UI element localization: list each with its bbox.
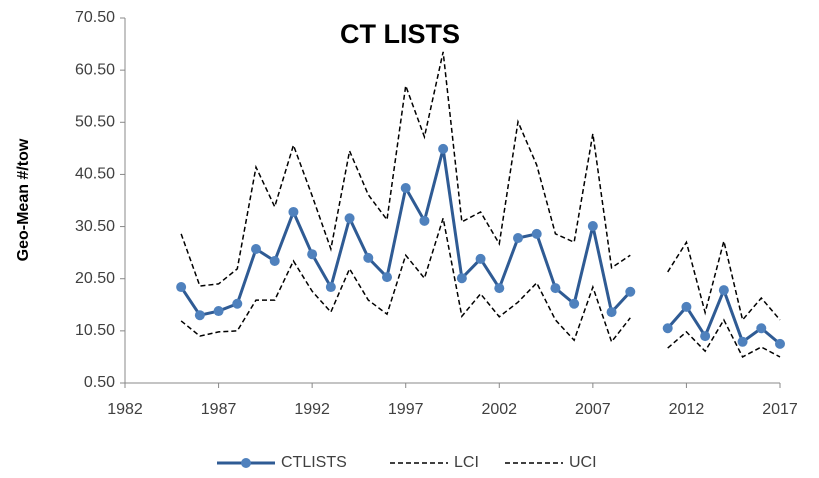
- data-point: [681, 301, 692, 312]
- y-axis-label: Geo-Mean #/tow: [15, 138, 32, 261]
- data-point: [307, 249, 318, 260]
- y-tick-label: 20.50: [75, 270, 115, 287]
- legend-marker: [241, 458, 251, 468]
- legend-label: CTLISTS: [281, 454, 347, 471]
- data-point: [382, 272, 392, 283]
- y-tick-label: 10.50: [75, 322, 115, 339]
- data-point: [550, 283, 561, 294]
- chart-title: CT LISTS: [340, 19, 460, 49]
- data-point: [737, 336, 748, 347]
- data-point: [625, 286, 636, 297]
- legend-label: UCI: [569, 454, 597, 471]
- data-point: [662, 323, 673, 334]
- data-point: [251, 243, 261, 254]
- series-line: [179, 148, 781, 346]
- data-point: [363, 252, 374, 263]
- series-line: [180, 218, 781, 358]
- data-point: [194, 310, 205, 321]
- data-point: [438, 143, 449, 154]
- data-point: [475, 253, 486, 264]
- data-point: [400, 182, 411, 193]
- x-tick-label: 2012: [669, 401, 705, 418]
- data-point: [569, 298, 580, 309]
- data-point: [325, 282, 336, 293]
- data-point: [232, 298, 243, 309]
- y-tick-label: 70.50: [75, 9, 115, 26]
- series-line: [180, 51, 781, 322]
- data-point: [775, 338, 785, 349]
- data-point: [456, 273, 467, 284]
- x-tick-label: 2002: [481, 401, 517, 418]
- y-tick-label: 40.50: [75, 166, 115, 183]
- data-point: [587, 221, 598, 232]
- data-point: [176, 282, 187, 293]
- y-tick-label: 50.50: [75, 114, 115, 131]
- data-point: [344, 213, 355, 224]
- data-point: [513, 233, 523, 244]
- x-tick-label: 2007: [575, 401, 611, 418]
- data-point: [419, 215, 430, 226]
- x-tick-label: 2017: [762, 401, 798, 418]
- data-point: [494, 283, 505, 294]
- y-tick-label: 30.50: [75, 218, 115, 235]
- data-point: [213, 306, 224, 317]
- legend-label: LCI: [454, 454, 479, 471]
- data-point: [288, 206, 299, 217]
- x-tick-label: 1987: [201, 401, 237, 418]
- y-tick-label: 60.50: [75, 61, 115, 78]
- x-tick-label: 1982: [107, 401, 143, 418]
- x-tick-label: 1997: [388, 401, 424, 418]
- data-point: [756, 323, 767, 334]
- data-point: [531, 228, 542, 239]
- data-point: [700, 331, 711, 342]
- data-point: [606, 307, 617, 318]
- data-point: [269, 255, 280, 266]
- y-tick-label: 0.50: [84, 374, 115, 391]
- x-tick-label: 1992: [294, 401, 330, 418]
- data-point: [718, 285, 729, 296]
